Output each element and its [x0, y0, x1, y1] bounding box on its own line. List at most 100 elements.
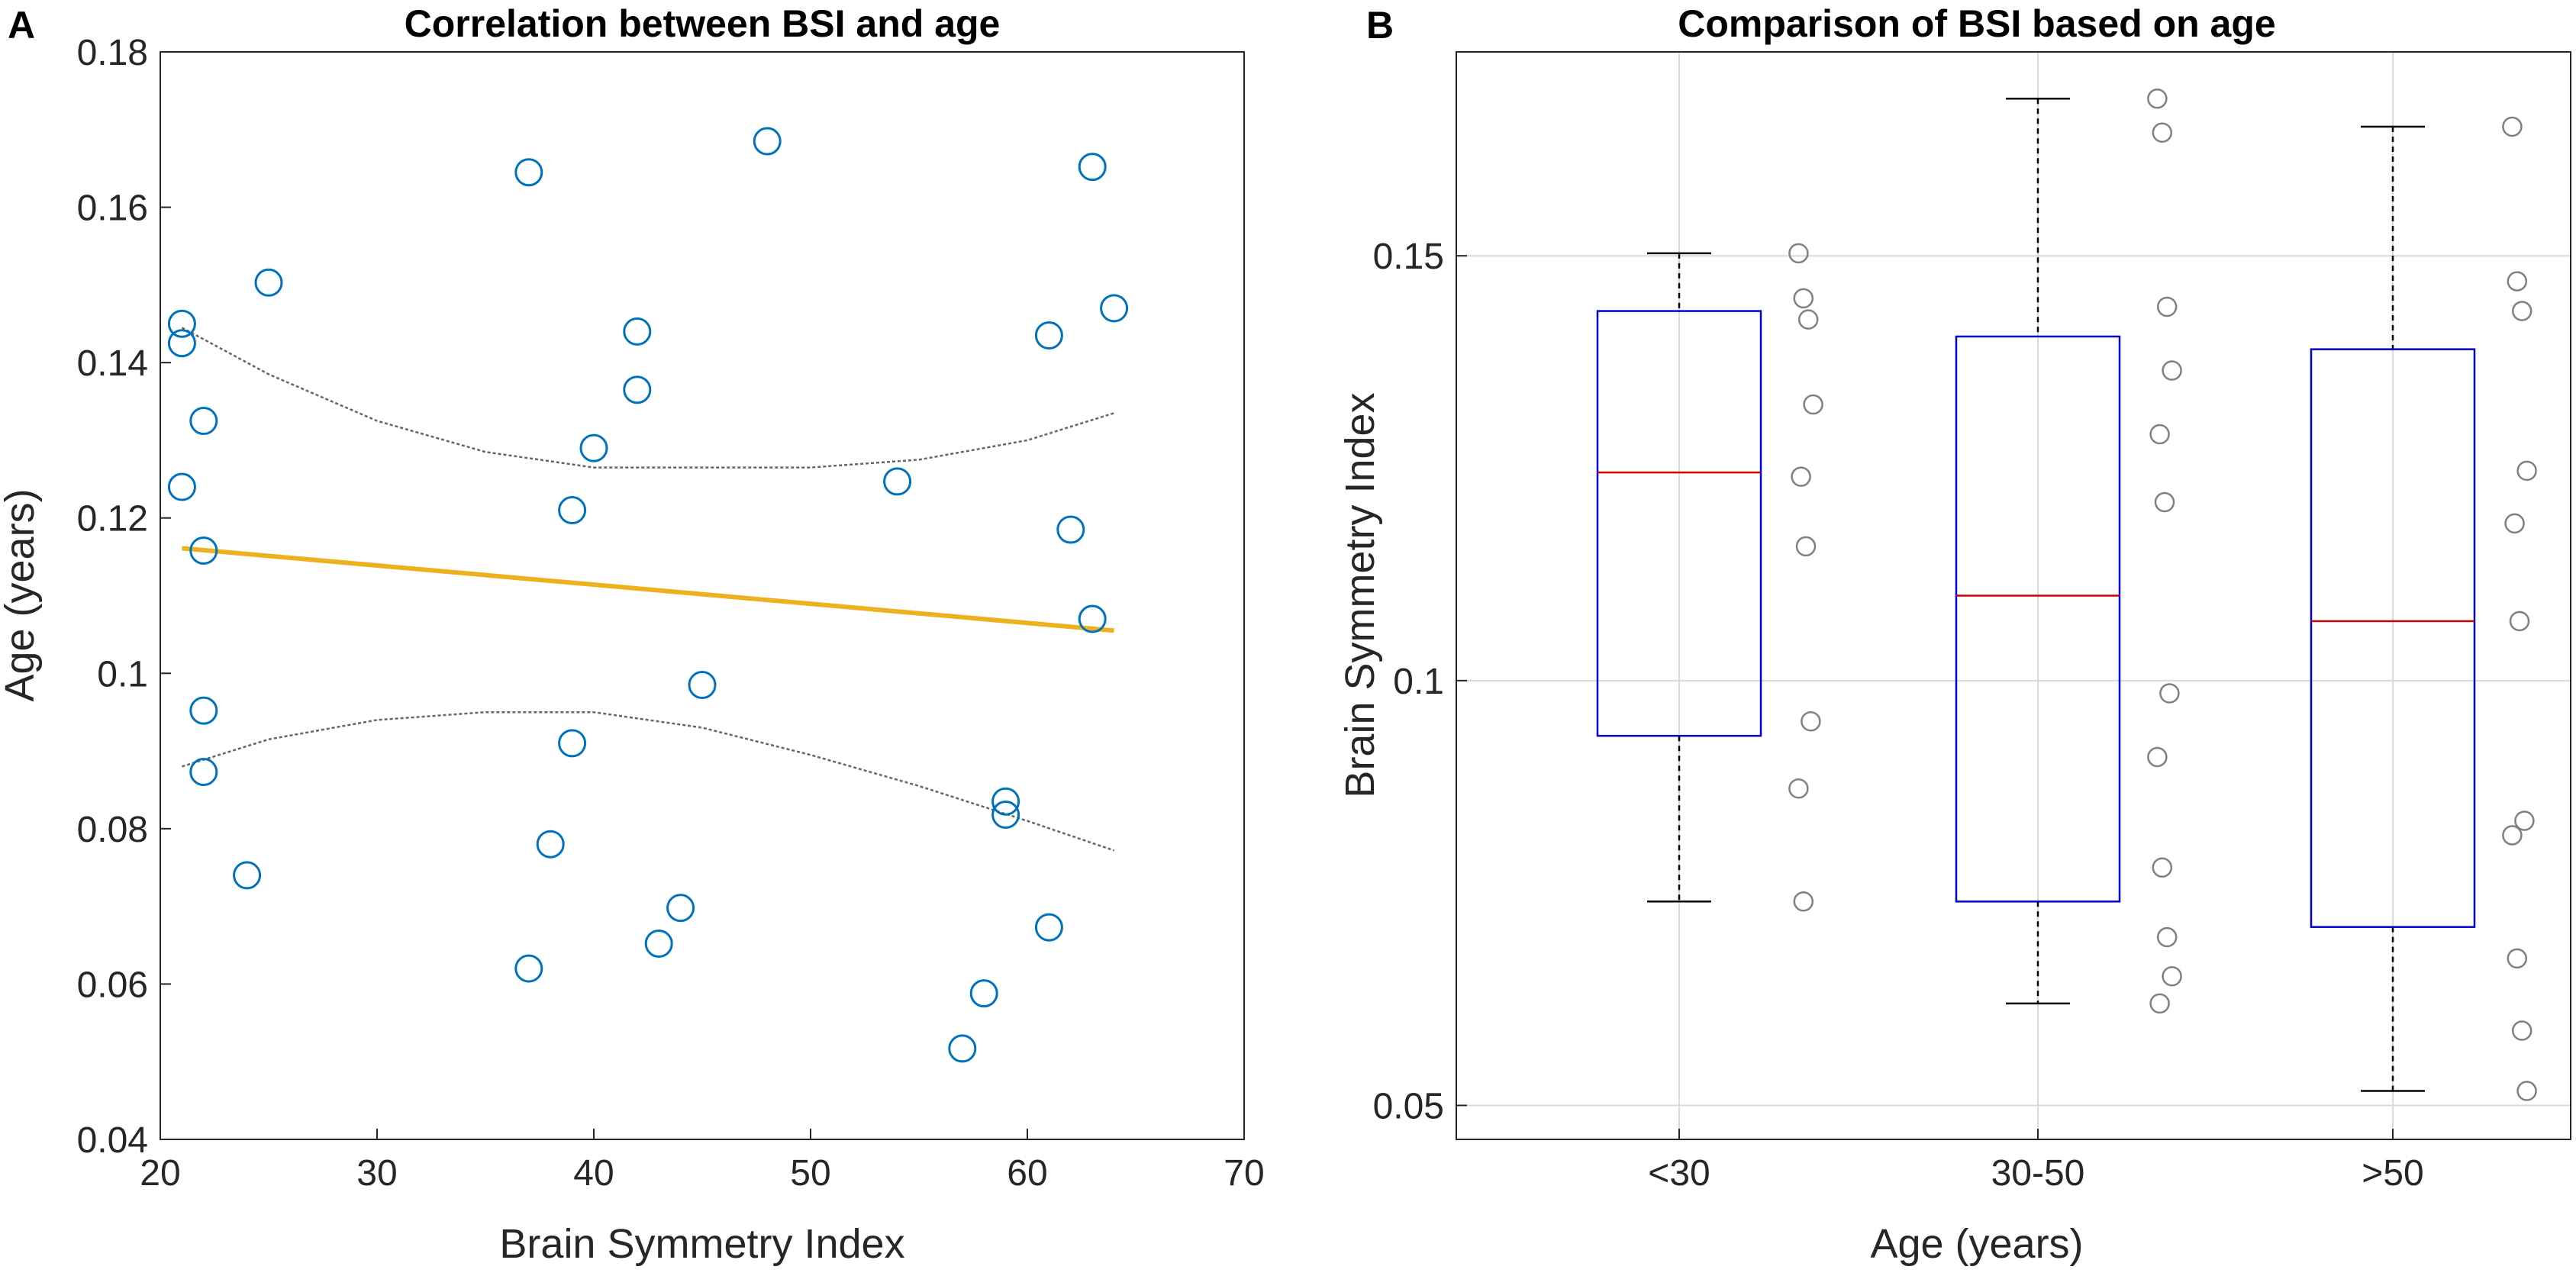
x-tick-label: 50 [790, 1153, 830, 1194]
scatter-point [233, 861, 262, 890]
jitter-point [2511, 301, 2532, 321]
panel-b-title: Comparison of BSI based on age [1678, 2, 2275, 45]
jitter-point [1803, 394, 1823, 415]
y-tick-label: 0.04 [77, 1120, 148, 1161]
y-tick-label: 0.16 [77, 188, 148, 229]
jitter-point [2149, 424, 2170, 445]
jitter-point [1788, 778, 1809, 799]
jitter-point [2147, 746, 2168, 768]
panel-b-label: B [1366, 4, 1394, 47]
scatter-point [753, 127, 782, 156]
jitter-point [1793, 288, 1814, 309]
scatter-point [514, 954, 543, 983]
scatter-point [1056, 515, 1085, 544]
y-tick-label: 0.06 [77, 965, 148, 1005]
panel-a-confidence-band [181, 327, 1115, 852]
jitter-point [1801, 711, 1821, 732]
panel-a-title: Correlation between BSI and age [405, 2, 1001, 45]
y-tick-label: 0.15 [1373, 237, 1444, 277]
jitter-point [2159, 683, 2180, 704]
scatter-point [644, 930, 673, 958]
scatter-point [189, 696, 218, 725]
jitter-point [2162, 966, 2182, 987]
jitter-point [2149, 993, 2170, 1014]
y-tick-label: 0.05 [1373, 1086, 1444, 1126]
jitter-point [1793, 891, 1814, 912]
panel-a-ticks: 20 30 40 50 60 70 0.04 0.06 0.08 0.1 0.12 0.14 0.16 0… [77, 33, 1265, 1194]
jitter-point [2156, 926, 2178, 948]
x-tick-label: 30 [356, 1153, 397, 1194]
scatter-point [189, 758, 218, 787]
x-tick-label: 20 [140, 1153, 180, 1194]
y-tick-label: 0.12 [77, 499, 148, 540]
x-tick-label: >50 [2362, 1153, 2423, 1194]
panel-a-label: A [8, 4, 35, 47]
panel-b-axes-box [1456, 51, 2571, 1140]
scatter-point [189, 406, 218, 435]
jitter-point [2511, 1020, 2532, 1041]
scatter-point [666, 894, 695, 923]
scatter-point [558, 496, 587, 525]
scatter-point [1078, 604, 1107, 633]
y-tick-label: 0.1 [97, 654, 148, 694]
jitter-point [2156, 296, 2178, 317]
panel-b-x-axis-label: Age (years) [1870, 1221, 2083, 1267]
y-tick-label: 0.18 [77, 33, 148, 73]
panel-b-y-axis-label: Brain Symmetry Index [1337, 392, 1383, 798]
panel-a-x-axis-label: Brain Symmetry Index [499, 1221, 904, 1267]
jitter-point [2147, 88, 2168, 109]
regression-line [182, 546, 1114, 633]
scatter-point [189, 536, 218, 565]
panel-a-y-axis-label: Age (years) [0, 488, 43, 701]
jitter-point [2152, 857, 2173, 878]
scatter-point [254, 268, 283, 297]
scatter-point [991, 787, 1020, 816]
jitter-point [1795, 536, 1817, 557]
jitter-point [2507, 948, 2528, 969]
panel-a-axes-box [160, 51, 1245, 1140]
scatter-point [558, 729, 587, 758]
scatter-point [167, 309, 196, 338]
scatter-point [1034, 913, 1063, 942]
jitter-point [2152, 122, 2173, 143]
y-tick-label: 0.1 [1393, 662, 1444, 702]
scatter-point [969, 979, 998, 1008]
panel-b-ticks: 0.05 0.1 0.15 <30 30-50 >50 [1373, 237, 2424, 1194]
y-tick-label: 0.08 [77, 810, 148, 850]
scatter-point [883, 467, 912, 496]
jitter-point [1797, 309, 1819, 330]
x-tick-label: 60 [1007, 1153, 1047, 1194]
box-3 [2310, 125, 2476, 1092]
scatter-point [948, 1034, 977, 1063]
x-tick-label: 70 [1224, 1153, 1264, 1194]
box-2 [1955, 97, 2121, 1005]
jitter-point [2502, 825, 2523, 846]
jitter-point [2509, 611, 2530, 632]
jitter-point [2154, 491, 2175, 513]
panel-a-fit-line [182, 546, 1114, 633]
jitter-point [1791, 466, 1811, 487]
jitter-point [2516, 1081, 2537, 1101]
scatter-point [536, 830, 565, 859]
scatter-point [1078, 153, 1107, 182]
jitter-point [2502, 116, 2523, 137]
box-iqr [1955, 335, 2121, 903]
confidence-curve-upper [181, 327, 1114, 469]
scatter-point [579, 433, 608, 462]
box-iqr [2310, 348, 2476, 928]
confidence-curve-lower [182, 710, 1115, 852]
jitter-point [2514, 810, 2535, 831]
jitter-point [2516, 460, 2537, 482]
y-tick-label: 0.14 [77, 343, 148, 384]
jitter-point [2507, 271, 2528, 292]
scatter-point [688, 671, 717, 700]
scatter-point [623, 317, 652, 346]
scatter-point [167, 472, 196, 501]
jitter-point [2504, 513, 2525, 534]
panel-b-boxes [1596, 97, 2476, 1092]
jitter-point [1788, 243, 1809, 264]
scatter-point [514, 158, 543, 187]
scatter-point [1100, 294, 1129, 323]
scatter-point [991, 801, 1020, 830]
